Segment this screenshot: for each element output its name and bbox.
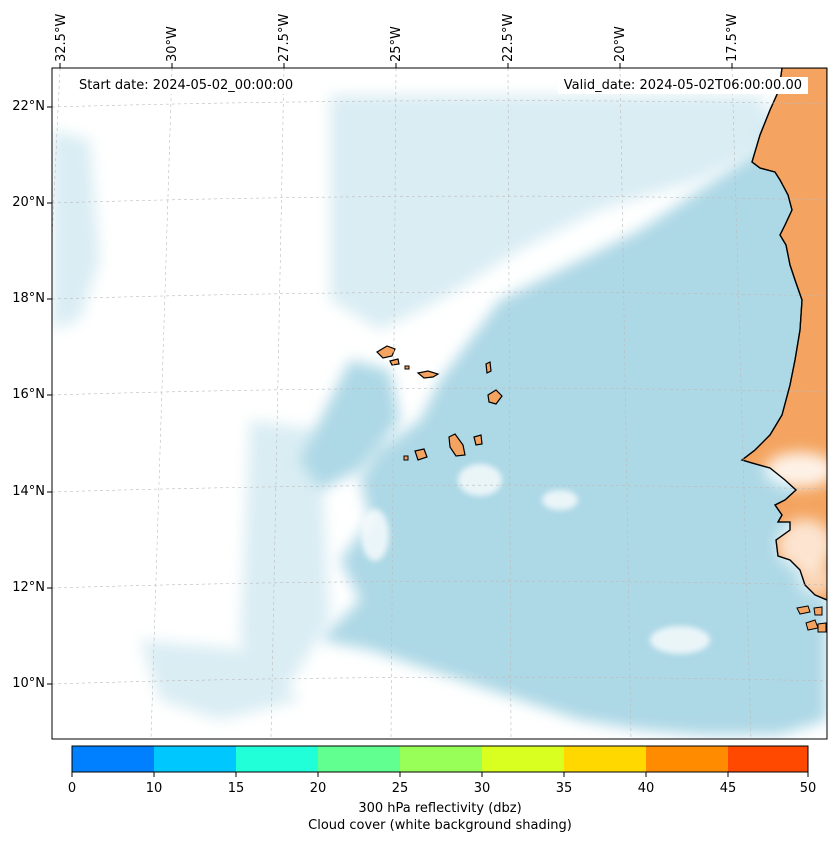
bijagos-island-1: [796, 605, 811, 615]
cloud-cover-main: [300, 100, 827, 735]
meridian-20w: [619, 68, 632, 739]
colorbar-segment-1: [154, 746, 236, 772]
lon-tick-25w: 25°W: [389, 26, 404, 62]
meridian-22-5w: [507, 68, 512, 739]
colorbar-segment-3: [318, 746, 400, 772]
island-santo-antao: [376, 345, 396, 359]
lat-tick-12n: 12°N: [12, 580, 45, 595]
meridian-27-5w: [270, 68, 285, 739]
tick-marks: [47, 63, 733, 685]
island-sao-nicolau: [416, 370, 440, 379]
meridian-32-5w: [52, 68, 61, 241]
lat-tick-10n: 10°N: [12, 676, 45, 691]
lon-tick-22-5w: 22.5°W: [501, 13, 516, 62]
colorbar-tick-label: 45: [719, 781, 737, 796]
colorbar-segment-7: [646, 746, 728, 772]
colorbar-subtitle: Cloud cover (white background shading): [308, 818, 572, 833]
parallel-12n: [52, 580, 827, 589]
map-frame: [51, 67, 828, 740]
land-cloud-shading: [765, 452, 827, 596]
colorbar-tick-label: 20: [309, 781, 327, 796]
lat-tick-20n: 20°N: [12, 195, 45, 210]
valid-date-label: Valid_date: 2024-05-02T06:00:00.00: [557, 77, 808, 94]
lon-tick-27-5w: 27.5°W: [277, 13, 292, 62]
parallel-18n: [52, 291, 827, 300]
lon-tick-30w: 30°W: [165, 26, 180, 62]
colorbar-segment-2: [236, 746, 318, 772]
colorbar-segment-0: [72, 746, 154, 772]
parallel-20n: [52, 195, 827, 204]
colorbar-frame: [71, 745, 809, 773]
colorbar-tick-label: 15: [227, 781, 245, 796]
colorbar-tick-label: 35: [555, 781, 573, 796]
lat-tick-22n: 22°N: [12, 99, 45, 114]
island-brava: [403, 455, 409, 461]
cloud-cover-light: [52, 95, 780, 720]
meridian-17-5w: [731, 68, 752, 739]
island-sal: [485, 361, 492, 374]
colorbar-tick-label: 25: [391, 781, 409, 796]
colorbar-tick-label: 40: [637, 781, 655, 796]
bijagos-island-2: [813, 606, 823, 616]
parallel-14n: [52, 484, 827, 493]
bijagos-island-4: [817, 622, 827, 633]
colorbar-segment-4: [400, 746, 482, 772]
colorbar: [71, 745, 809, 777]
lon-tick-17-5w: 17.5°W: [725, 13, 740, 62]
colorbar-tick-label: 10: [145, 781, 163, 796]
lon-tick-32-5w: 32.5°W: [54, 13, 69, 62]
meridian-25w: [390, 68, 397, 739]
africa-coastline: [740, 68, 827, 601]
island-santiago: [448, 433, 466, 457]
island-santa-luzia: [404, 365, 410, 370]
island-maio: [473, 434, 483, 446]
colorbar-tick-label: 30: [473, 781, 491, 796]
lat-tick-16n: 16°N: [12, 387, 45, 402]
lon-tick-20w: 20°W: [613, 26, 628, 62]
colorbar-segment-5: [482, 746, 564, 772]
island-boa-vista: [487, 389, 503, 405]
colorbar-tick-label: 0: [67, 781, 77, 796]
colorbar-segment-6: [564, 746, 646, 772]
parallel-10n: [52, 676, 827, 685]
lat-tick-14n: 14°N: [12, 484, 45, 499]
colorbar-segment-8: [728, 746, 808, 772]
parallel-16n: [52, 387, 827, 396]
meridian-30w: [150, 68, 173, 739]
graticule: [52, 68, 827, 739]
lat-tick-18n: 18°N: [12, 291, 45, 306]
cloud-clearings: [361, 464, 710, 654]
island-sao-vicente: [389, 358, 400, 366]
start-date-label: Start date: 2024-05-02_00:00:00: [73, 77, 300, 94]
colorbar-title: 300 hPa reflectivity (dbz): [358, 801, 522, 816]
island-fogo: [414, 448, 428, 461]
colorbar-tick-label: 50: [799, 781, 817, 796]
parallel-22n: [52, 100, 827, 108]
